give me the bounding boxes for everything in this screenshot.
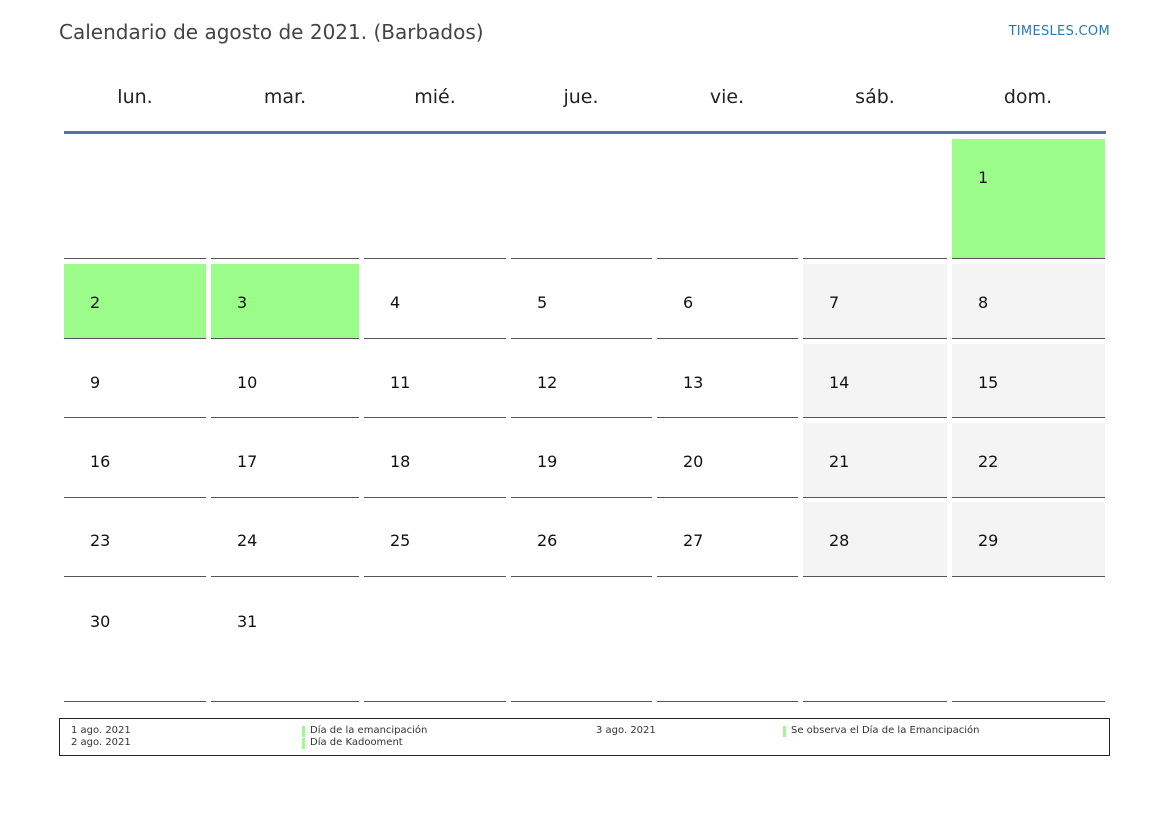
day-number: 4	[390, 293, 401, 312]
day-number: 30	[90, 612, 111, 631]
empty-day-cell	[511, 139, 652, 259]
day-number: 16	[90, 452, 111, 471]
empty-day-cell	[64, 139, 206, 259]
day-cell[interactable]: 10	[211, 344, 359, 418]
day-number: 23	[90, 531, 111, 550]
legend-holiday-name: Se observa el Día de la Emancipación	[791, 725, 980, 736]
day-number: 8	[978, 293, 989, 312]
header-rule	[64, 131, 1106, 134]
day-number: 18	[390, 452, 411, 471]
day-number: 31	[237, 612, 258, 631]
day-cell[interactable]: 27	[657, 502, 798, 577]
day-number: 20	[683, 452, 704, 471]
weekday-header: sáb.	[855, 86, 895, 108]
legend-holiday-name: Día de Kadooment	[310, 737, 403, 748]
day-number: 17	[237, 452, 258, 471]
weekday-header: mar.	[263, 86, 307, 108]
day-number: 25	[390, 531, 411, 550]
day-cell[interactable]: 9	[64, 344, 206, 418]
weekend-day-cell[interactable]: 29	[952, 502, 1105, 577]
day-number: 21	[829, 452, 850, 471]
day-number: 10	[237, 373, 258, 392]
day-cell[interactable]: 13	[657, 344, 798, 418]
holiday-color-marker	[302, 726, 305, 737]
page-title: Calendario de agosto de 2021. (Barbados)	[59, 20, 484, 44]
weekend-day-cell[interactable]: 7	[803, 264, 947, 339]
day-cell[interactable]: 12	[511, 344, 652, 418]
day-cell[interactable]: 16	[64, 423, 206, 498]
day-number: 26	[537, 531, 558, 550]
day-number: 2	[90, 293, 101, 312]
weekend-day-cell[interactable]: 15	[952, 344, 1105, 418]
day-cell[interactable]: 26	[511, 502, 652, 577]
empty-day-cell	[364, 139, 506, 259]
holiday-day-cell[interactable]: 1	[952, 139, 1105, 259]
weekend-day-cell[interactable]: 14	[803, 344, 947, 418]
day-number: 5	[537, 293, 548, 312]
legend-date: 2 ago. 2021	[71, 737, 131, 748]
day-number: 15	[978, 373, 999, 392]
legend-date: 3 ago. 2021	[596, 725, 656, 736]
site-link[interactable]: TIMESLES.COM	[1008, 24, 1110, 39]
empty-day-cell	[657, 139, 798, 259]
day-number: 1	[978, 168, 989, 187]
day-cell[interactable]: 4	[364, 264, 506, 339]
holiday-day-cell[interactable]: 2	[64, 264, 206, 339]
day-number: 28	[829, 531, 850, 550]
day-number: 6	[683, 293, 694, 312]
empty-day-cell	[364, 582, 506, 702]
day-number: 13	[683, 373, 704, 392]
day-cell[interactable]: 20	[657, 423, 798, 498]
weekend-day-cell[interactable]: 28	[803, 502, 947, 577]
day-number: 12	[537, 373, 558, 392]
day-number: 3	[237, 293, 248, 312]
day-number: 22	[978, 452, 999, 471]
day-number: 9	[90, 373, 101, 392]
empty-day-cell	[211, 139, 359, 259]
day-cell[interactable]: 5	[511, 264, 652, 339]
empty-day-cell	[952, 582, 1105, 702]
weekday-header: dom.	[1003, 86, 1053, 108]
holiday-color-marker	[302, 738, 305, 749]
weekend-day-cell[interactable]: 21	[803, 423, 947, 498]
day-number: 7	[829, 293, 840, 312]
day-number: 29	[978, 531, 999, 550]
weekday-header: jue.	[563, 86, 599, 108]
day-number: 24	[237, 531, 258, 550]
day-number: 11	[390, 373, 411, 392]
holiday-legend: 1 ago. 2021 Día de la emancipación 2 ago…	[59, 718, 1110, 756]
legend-date: 1 ago. 2021	[71, 725, 131, 736]
day-cell[interactable]: 25	[364, 502, 506, 577]
weekend-day-cell[interactable]: 22	[952, 423, 1105, 498]
weekday-header: lun.	[117, 86, 153, 108]
day-cell[interactable]: 11	[364, 344, 506, 418]
empty-day-cell	[803, 139, 947, 259]
weekend-day-cell[interactable]: 8	[952, 264, 1105, 339]
empty-day-cell	[511, 582, 652, 702]
day-cell[interactable]: 19	[511, 423, 652, 498]
empty-day-cell	[657, 582, 798, 702]
day-cell[interactable]: 24	[211, 502, 359, 577]
holiday-day-cell[interactable]: 3	[211, 264, 359, 339]
day-cell[interactable]: 23	[64, 502, 206, 577]
legend-holiday-name: Día de la emancipación	[310, 725, 428, 736]
weekday-header: mié.	[414, 86, 456, 108]
day-cell[interactable]: 18	[364, 423, 506, 498]
day-number: 27	[683, 531, 704, 550]
day-cell[interactable]: 6	[657, 264, 798, 339]
day-cell[interactable]: 17	[211, 423, 359, 498]
day-cell[interactable]: 31	[211, 582, 359, 702]
weekday-header: vie.	[709, 86, 745, 108]
day-number: 14	[829, 373, 850, 392]
holiday-color-marker	[783, 726, 786, 737]
day-number: 19	[537, 452, 558, 471]
day-cell[interactable]: 30	[64, 582, 206, 702]
empty-day-cell	[803, 582, 947, 702]
